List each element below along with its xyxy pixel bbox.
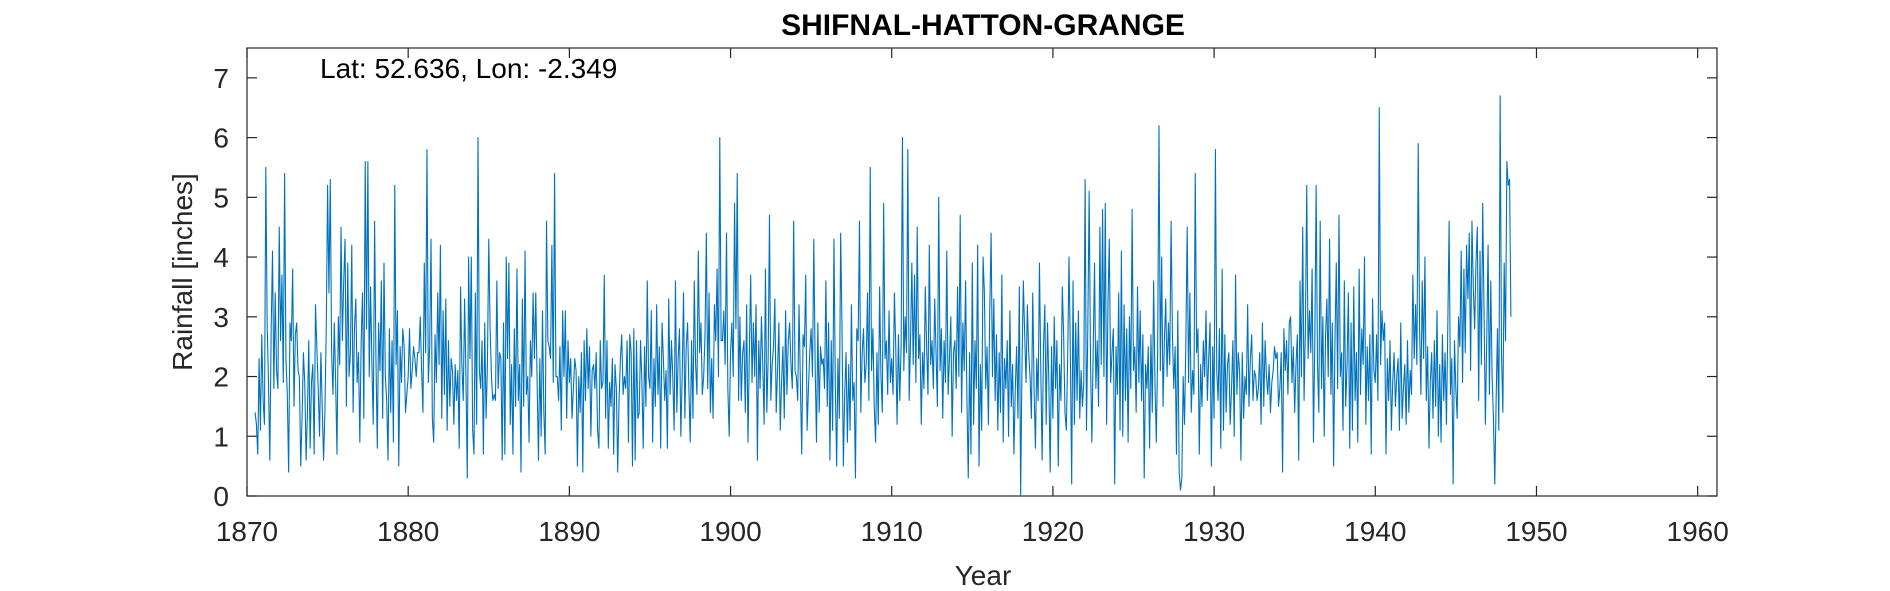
x-tick-label: 1920	[1022, 516, 1084, 547]
y-axis-label: Rainfall [inches]	[167, 173, 198, 371]
x-tick-label: 1930	[1183, 516, 1245, 547]
x-tick-label: 1880	[377, 516, 439, 547]
y-tick-label: 5	[213, 182, 229, 213]
y-tick-label: 3	[213, 302, 229, 333]
x-tick-label: 1900	[699, 516, 761, 547]
y-tick-label: 6	[213, 123, 229, 154]
x-tick-label: 1940	[1344, 516, 1406, 547]
y-tick-label: 0	[213, 481, 229, 512]
y-tick-label: 1	[213, 421, 229, 452]
chart-title: SHIFNAL-HATTON-GRANGE	[781, 9, 1185, 42]
y-tick-label: 4	[213, 242, 229, 273]
rainfall-series-line	[254, 95, 1512, 497]
x-tick-label: 1910	[861, 516, 923, 547]
x-axis-label: Year	[955, 560, 1012, 591]
x-tick-label: 1890	[538, 516, 600, 547]
y-axis: 0 1 2 3 4 5 6 7	[213, 63, 1717, 512]
x-axis: 1870 1880 1890 1900 1910 1920 1930 1940 1950 1960	[216, 48, 1729, 547]
x-tick-label: 1870	[216, 516, 278, 547]
x-tick-label: 1960	[1667, 516, 1729, 547]
y-tick-label: 7	[213, 63, 229, 94]
y-tick-label: 2	[213, 362, 229, 393]
location-annotation: Lat: 52.636, Lon: -2.349	[320, 53, 617, 84]
x-tick-label: 1950	[1505, 516, 1567, 547]
